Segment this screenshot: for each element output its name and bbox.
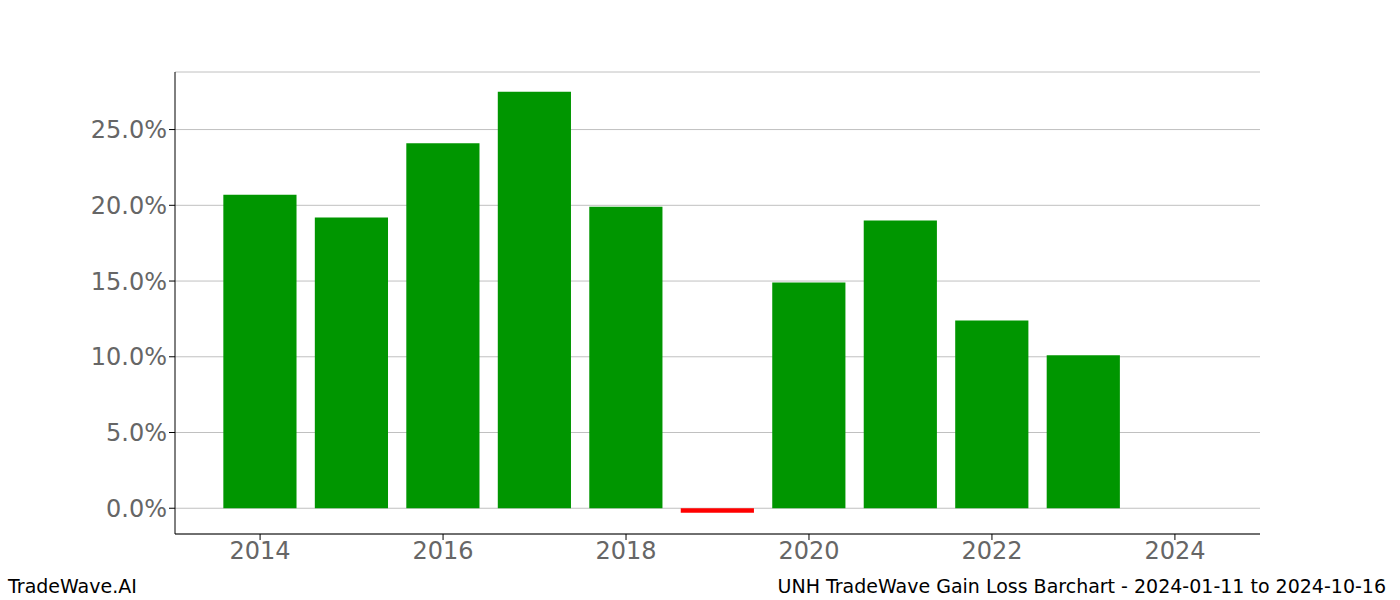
svg-text:5.0%: 5.0% [106,419,167,447]
svg-text:2024: 2024 [1144,537,1205,565]
svg-text:2016: 2016 [413,537,474,565]
svg-text:10.0%: 10.0% [91,343,167,371]
svg-text:0.0%: 0.0% [106,495,167,523]
svg-text:2020: 2020 [778,537,839,565]
svg-text:15.0%: 15.0% [91,268,167,296]
svg-text:2018: 2018 [595,537,656,565]
svg-text:20.0%: 20.0% [91,192,167,220]
svg-text:25.0%: 25.0% [91,116,167,144]
html-text:TradeWave.AI: TradeWave.AI [8,575,137,597]
svg-text:2022: 2022 [961,537,1022,565]
svg-text:2014: 2014 [230,537,291,565]
html-text:UNH TradeWave Gain Loss Barcha: UNH TradeWave Gain Loss Barchart - 2024-… [777,575,1386,597]
